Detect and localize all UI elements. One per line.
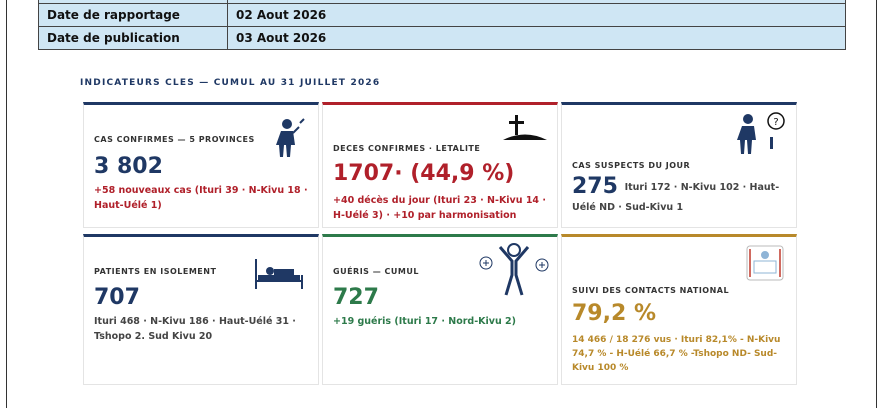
table-value: 03 Aout 2026 (227, 26, 846, 50)
card-label: GUÉRIS — CUMUL (333, 267, 419, 276)
indicator-card: SUIVI DES CONTACTS NATIONAL 79,2 % 14 46… (561, 234, 797, 385)
icon-bed (255, 259, 303, 289)
card-detail: Ituri 468 · N-Kivu 186 · Haut-Uélé 31 · … (94, 316, 296, 342)
page-frame (6, 0, 877, 408)
card-value: 275 (572, 174, 618, 199)
icon-suspect: ? (737, 112, 785, 154)
section-title: INDICATEURS CLES — CUMUL AU 31 JUILLET 2… (80, 78, 381, 88)
card-label: PATIENTS EN ISOLEMENT (94, 267, 217, 276)
indicator-card: CAS SUSPECTS DU JOUR 275 Ituri 172 · N-K… (561, 102, 797, 228)
card-label: CAS CONFIRMES — 5 PROVINCES (94, 135, 255, 144)
icon-recovered (479, 243, 549, 296)
indicator-card: DECES CONFIRMES · LETALITE 1707· (44,9 %… (322, 102, 558, 228)
card-detail: +19 guéris (Ituri 17 · Nord-Kivu 2) (333, 316, 517, 327)
card-line: 275 Ituri 172 · N-Kivu 102 · Haut-Uélé N… (572, 174, 786, 218)
report-table: Date de rapportage 02 Aout 2026 Date de … (38, 0, 846, 50)
indicator-card: GUÉRIS — CUMUL 727 +19 guéris (Ituri 17 … (322, 234, 558, 385)
card-detail: Ituri 172 · N-Kivu 102 · Haut-Uélé ND · … (572, 182, 780, 213)
card-label: DECES CONFIRMES · LETALITE (333, 144, 481, 153)
card-detail: +58 nouveaux cas (Ituri 39 · N-Kivu 18 ·… (94, 185, 308, 211)
card-label: CAS SUSPECTS DU JOUR (572, 161, 691, 170)
indicator-card: CAS CONFIRMES — 5 PROVINCES 3 802 +58 no… (83, 102, 319, 228)
card-value: 727 (333, 285, 379, 310)
table-key: Date de rapportage (38, 3, 228, 27)
table-value: 02 Aout 2026 (227, 3, 846, 27)
card-detail: +40 décès du jour (Ituri 23 · N-Kivu 14 … (333, 195, 546, 221)
card-value: 707 (94, 285, 140, 310)
card-value: 79,2 % (572, 301, 656, 326)
icon-contacts (746, 245, 784, 281)
card-detail: 14 466 / 18 276 vus · Ituri 82,1% - N-Ki… (572, 335, 781, 373)
card-label: SUIVI DES CONTACTS NATIONAL (572, 286, 730, 295)
card-value: 3 802 (94, 154, 163, 179)
card-value: 1707· (44,9 %) (333, 161, 515, 186)
icon-grave (503, 115, 547, 140)
svg-text:?: ? (773, 117, 778, 128)
icon-person (276, 118, 305, 157)
table-key: Date de publication (38, 26, 228, 50)
indicator-card: PATIENTS EN ISOLEMENT 707 Ituri 468 · N-… (83, 234, 319, 385)
